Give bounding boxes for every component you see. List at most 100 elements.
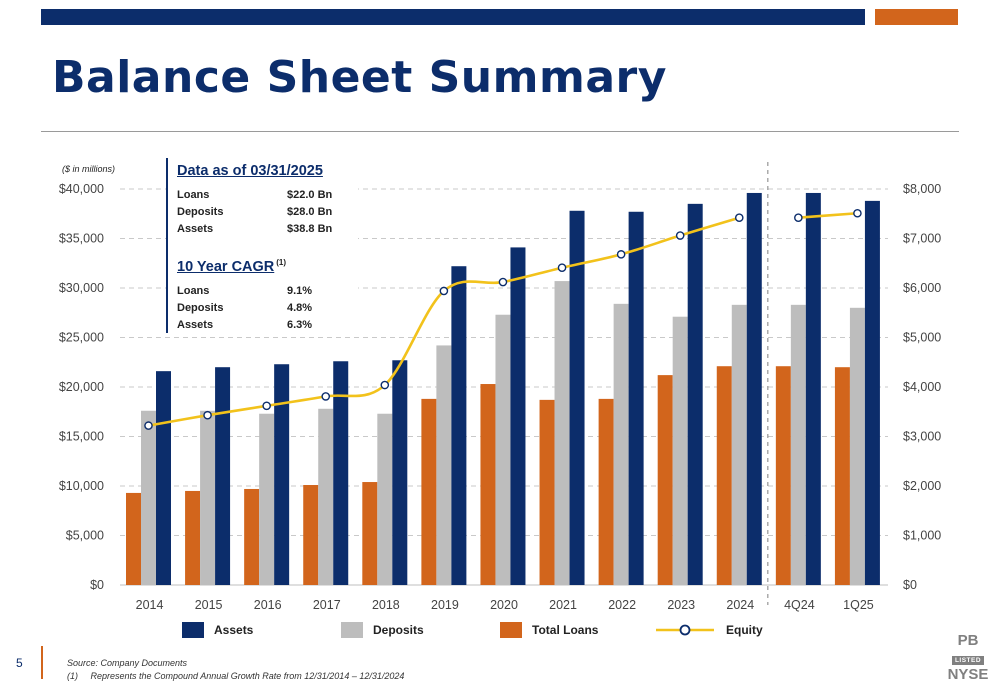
x-tick-label: 2023 (667, 598, 695, 612)
equity-point (321, 392, 331, 401)
cagr-value: 4.8% (287, 302, 313, 314)
y-tick-label-right: $4,000 (903, 380, 941, 394)
bar-total-loans (362, 482, 378, 585)
legend-swatch-deposits (341, 622, 363, 638)
bar-deposits (436, 345, 452, 585)
cagr-footnote: (1) Represents the Compound Annual Growt… (67, 671, 405, 681)
equity-point (262, 401, 271, 411)
equity-point (557, 263, 567, 273)
cagr-label: Loans (177, 285, 210, 297)
legend-swatch-equity (656, 624, 714, 636)
x-tick-label: 2016 (254, 598, 282, 612)
bar-deposits (672, 316, 688, 585)
legend-swatch-total-loans (500, 622, 522, 638)
bar-total-loans (598, 398, 614, 585)
cagr-heading-text: 10 Year CAGR (177, 258, 275, 275)
bar-total-loans (126, 492, 141, 585)
x-tick-label: 2017 (313, 598, 341, 612)
x-tick-label: 4Q24 (784, 598, 815, 612)
equity-point (203, 410, 212, 420)
info-box: Data as of 03/31/2025 Loans $22.0 Bn Dep… (166, 158, 358, 333)
x-tick-label: 2022 (608, 598, 636, 612)
equity-point (380, 380, 390, 390)
bar-assets (746, 192, 762, 585)
bar-assets (864, 200, 880, 585)
bar-assets (333, 361, 349, 585)
y-tick-label-right: $8,000 (903, 182, 941, 196)
bar-assets (451, 266, 467, 585)
bar-assets (274, 364, 290, 585)
equity-point (439, 286, 449, 296)
x-tick-label: 2021 (549, 598, 577, 612)
bar-assets (156, 371, 171, 585)
bar-total-loans (539, 399, 555, 585)
y-tick-label-right: $3,000 (903, 430, 941, 444)
bar-total-loans (775, 366, 791, 585)
bar-deposits (377, 413, 393, 585)
x-tick-label: 2014 (136, 598, 164, 612)
y-tick-label-right: $0 (903, 578, 917, 592)
info-value: $28.0 Bn (287, 206, 333, 218)
legend-swatch-assets (182, 622, 204, 638)
bar-deposits (318, 408, 334, 585)
legend-label: Deposits (373, 623, 424, 637)
equity-point (675, 231, 685, 240)
legend-label: Equity (726, 623, 763, 637)
info-row-loans: Loans $22.0 Bn (177, 189, 347, 201)
units-note: ($ in millions) (62, 164, 116, 174)
equity-point (853, 208, 862, 218)
balance-sheet-chart: $0 $0 $5,000 $1,000 $10,000 $2,000 $15,000 $3,0… (59, 162, 941, 612)
bar-deposits (259, 413, 275, 585)
legend-label: Total Loans (532, 623, 599, 637)
x-tick-label: 1Q25 (843, 598, 874, 612)
bar-assets (569, 210, 585, 585)
equity-point (794, 213, 803, 223)
bar-deposits (849, 307, 865, 585)
cagr-row-deposits: Deposits 4.8% (177, 302, 347, 314)
y-tick-label-left: $5,000 (66, 529, 104, 543)
bar-total-loans (185, 490, 201, 585)
info-value: $38.8 Bn (287, 223, 333, 235)
y-tick-label-left: $20,000 (59, 380, 104, 394)
bar-total-loans (303, 485, 319, 585)
info-label: Loans (177, 189, 210, 201)
bar-total-loans (834, 367, 850, 585)
y-tick-label-right: $6,000 (903, 281, 941, 295)
bar-total-loans (657, 375, 673, 585)
page-number-divider (41, 646, 43, 679)
info-label: Deposits (177, 206, 224, 218)
y-tick-label-right: $2,000 (903, 479, 941, 493)
bar-total-loans (716, 366, 732, 585)
cagr-label: Deposits (177, 302, 224, 314)
cagr-row-assets: Assets 6.3% (177, 319, 347, 331)
x-tick-label: 2020 (490, 598, 518, 612)
nyse-listed-logo: PB LISTED NYSE (945, 633, 991, 683)
equity-point (144, 421, 153, 430)
bar-deposits (495, 314, 511, 585)
x-tick-label: 2015 (195, 598, 223, 612)
y-tick-label-left: $15,000 (59, 430, 104, 444)
logo-text-middle: LISTED (951, 656, 985, 665)
bar-assets (805, 192, 821, 585)
header-bar-orange (875, 9, 958, 25)
cagr-value: 9.1% (287, 285, 313, 297)
bar-assets (215, 367, 231, 585)
page-number: 5 (16, 656, 23, 670)
y-tick-label-right: $5,000 (903, 331, 941, 345)
x-tick-label: 2024 (726, 598, 754, 612)
bar-assets (392, 360, 408, 585)
info-row-deposits: Deposits $28.0 Bn (177, 206, 347, 218)
y-tick-label-left: $30,000 (59, 281, 104, 295)
page-title: Balance Sheet Summary (52, 52, 667, 103)
bar-total-loans (244, 488, 260, 585)
y-tick-label-left: $40,000 (59, 182, 104, 196)
info-label: Assets (177, 223, 214, 235)
y-tick-label-right: $7,000 (903, 232, 941, 246)
cagr-heading: 10 Year CAGR (1) (177, 258, 286, 275)
bar-assets (510, 247, 526, 585)
equity-point (498, 277, 508, 287)
equity-point (616, 250, 626, 259)
cagr-footnote-ref: (1) (276, 258, 287, 267)
bar-deposits (141, 410, 156, 585)
header-bar-blue (41, 9, 865, 25)
